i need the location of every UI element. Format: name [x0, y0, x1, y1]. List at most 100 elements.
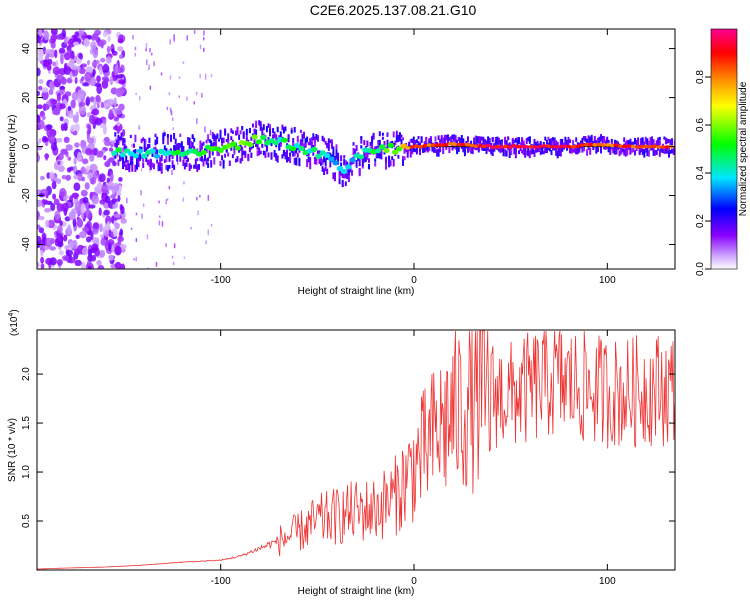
spectrogram-signal-halo	[196, 164, 199, 172]
spectrogram-noise-cell	[37, 141, 40, 147]
spectrogram-signal-halo	[188, 137, 191, 145]
spectrogram-signal-halo	[298, 148, 301, 153]
spectrogram-signal-halo	[153, 163, 155, 170]
spectrogram-signal-halo	[453, 134, 456, 138]
spectrogram-signal-halo	[214, 139, 217, 146]
spectrogram-signal-halo	[446, 134, 449, 139]
spectrogram-signal-halo	[245, 133, 248, 139]
spectrogram-signal-halo	[310, 137, 313, 142]
spectrogram-signal-cell	[357, 154, 365, 160]
spectrogram-noise-cell	[108, 254, 114, 261]
spectrogram-noise-cell	[114, 222, 120, 230]
spectrogram-signal-halo	[439, 145, 442, 150]
spectrogram-signal-halo	[456, 145, 459, 152]
spectrogram-signal-halo	[177, 142, 180, 151]
spectrogram-signal-halo	[136, 157, 138, 164]
spectrogram-signal-cell	[289, 146, 297, 152]
spectrogram-signal-halo	[467, 136, 469, 143]
spectrogram-noise-cell	[73, 174, 79, 180]
spectrogram-signal-halo	[542, 142, 545, 146]
spectrogram-noise-cell	[46, 172, 51, 179]
spectrogram-signal-halo	[230, 128, 233, 133]
spectrogram-signal-halo	[281, 154, 284, 159]
spectrogram-signal-halo	[672, 149, 675, 155]
spectrogram-noise-cell	[44, 208, 52, 213]
spectrogram-signal-halo	[623, 149, 626, 156]
spectrogram-signal-halo	[425, 143, 428, 152]
spectrogram-signal-halo	[275, 153, 278, 161]
spectrogram-signal-halo	[644, 146, 647, 153]
spectrogram-signal-halo	[437, 135, 440, 140]
spectrogram-signal-halo	[140, 146, 143, 150]
spectrogram-signal-halo	[501, 147, 503, 152]
spectrogram-signal-halo	[347, 175, 350, 183]
spectrogram-signal-halo	[595, 147, 598, 154]
spectrogram-signal-cell	[200, 149, 207, 156]
spectrogram-noise-cell	[104, 229, 109, 238]
spectrogram-noise-cell	[46, 124, 53, 130]
spectrogram-noise-cell	[96, 150, 101, 158]
spectrogram-noise-cell	[132, 35, 134, 40]
spectrogram-noise-cell	[37, 146, 43, 151]
spectrogram-noise-cell	[168, 186, 171, 190]
spectrogram-signal-halo	[641, 137, 644, 144]
spectrogram-noise-cell	[142, 203, 145, 208]
spectrogram-noise-cell	[84, 209, 92, 219]
spectrogram-signal-halo	[603, 139, 606, 143]
spectrogram-signal-halo	[131, 154, 134, 161]
spectrogram-signal-halo	[569, 148, 572, 153]
spectrogram-signal-halo	[361, 159, 364, 166]
spectrogram-signal-halo	[513, 148, 516, 155]
spectrogram-signal-halo	[375, 155, 378, 159]
spectrogram-signal-halo	[496, 138, 499, 147]
spectrogram-noise-cell	[37, 235, 42, 245]
spectrogram-noise-cell	[50, 29, 58, 36]
spectrogram-noise-cell	[38, 29, 43, 37]
spectrogram-signal-halo	[327, 138, 330, 146]
spectrogram-signal-halo	[504, 149, 507, 157]
spectrogram-signal-halo	[386, 143, 389, 150]
spectrogram-noise-cell	[135, 256, 137, 262]
spectrogram-signal-halo	[668, 145, 670, 154]
spectrogram-noise-cell	[182, 61, 185, 64]
spectrogram-signal-halo	[190, 140, 193, 148]
spectrogram-signal-halo	[182, 146, 185, 152]
spectrogram-signal-halo	[142, 155, 145, 162]
spectrogram-signal-cell	[447, 141, 453, 146]
y-tick-label: 1.5	[21, 416, 32, 430]
spectrogram-noise-cell	[207, 229, 209, 236]
spectrogram-signal-halo	[576, 146, 579, 151]
spectrogram-signal-halo	[630, 148, 633, 153]
spectrogram-signal-halo	[411, 147, 414, 155]
spectrogram-signal-halo	[316, 150, 319, 157]
spectrogram-signal-halo	[408, 141, 411, 147]
spectrogram-noise-cell	[193, 30, 196, 34]
spectrogram-signal-halo	[142, 137, 145, 142]
y-tick-label: 0	[21, 143, 32, 149]
spectrogram-noise-cell	[118, 79, 126, 85]
spectrogram-noise-cell	[91, 227, 99, 235]
spectrogram-noise-cell	[77, 173, 83, 182]
spectrogram-signal-halo	[180, 141, 183, 149]
spectrogram-signal-halo	[519, 142, 522, 146]
spectrogram-signal-halo	[539, 141, 542, 145]
spectrogram-signal-halo	[321, 135, 324, 142]
spectrogram-signal-halo	[575, 146, 578, 155]
spectrogram-noise-cell	[116, 126, 120, 135]
spectrogram-x-label: Height of straight line (km)	[298, 286, 415, 297]
spectrogram-signal-cell	[498, 145, 504, 149]
spectrogram-signal-halo	[296, 153, 299, 158]
spectrogram-noise-cell	[117, 68, 122, 74]
spectrogram-noise-cell	[63, 196, 68, 202]
spectrogram-signal-halo	[262, 124, 265, 131]
spectrogram-signal-halo	[134, 164, 137, 172]
spectrogram-noise-cell	[113, 184, 120, 192]
spectrogram-signal-halo	[446, 138, 449, 145]
spectrogram-y-ticks: -40 -20 0 20 40	[21, 43, 675, 252]
spectrogram-noise-cell	[148, 64, 150, 69]
spectrogram-noise-cell	[67, 156, 72, 161]
spectrogram-signal-halo	[453, 137, 456, 142]
spectrogram-signal-halo	[634, 150, 636, 156]
spectrogram-noise-cell	[54, 49, 58, 59]
spectrogram-signal-halo	[556, 141, 559, 149]
